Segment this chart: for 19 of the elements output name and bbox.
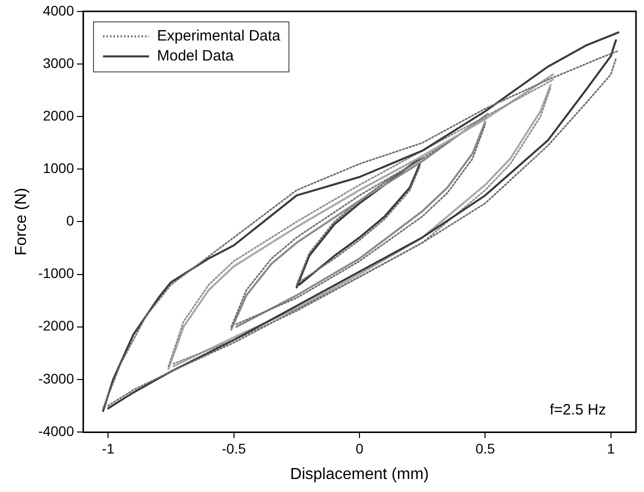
legend-label: Experimental Data <box>157 28 282 45</box>
y-tick-label: -3000 <box>38 370 74 386</box>
y-tick-label: -1000 <box>38 265 74 282</box>
x-tick-label: -0.5 <box>222 440 246 456</box>
legend-label: Model Data <box>157 48 234 65</box>
x-tick-label: 0 <box>356 440 364 456</box>
y-tick-label: 4000 <box>42 2 74 18</box>
y-tick-label: 3000 <box>42 54 74 71</box>
x-axis-title: Displacement (mm) <box>290 466 429 483</box>
y-tick-label: 1000 <box>42 160 74 176</box>
annotation: f=2.5 Hz <box>550 402 606 419</box>
y-tick-label: -4000 <box>38 422 74 439</box>
x-tick-label: -1 <box>102 440 115 456</box>
y-tick-label: -2000 <box>38 318 74 334</box>
x-tick-label: 1 <box>606 440 615 456</box>
y-axis-title: Force (N) <box>13 188 30 256</box>
y-tick-label: 2000 <box>42 107 74 124</box>
x-tick-label: 0.5 <box>475 440 496 456</box>
y-tick-label: 0 <box>66 212 74 229</box>
